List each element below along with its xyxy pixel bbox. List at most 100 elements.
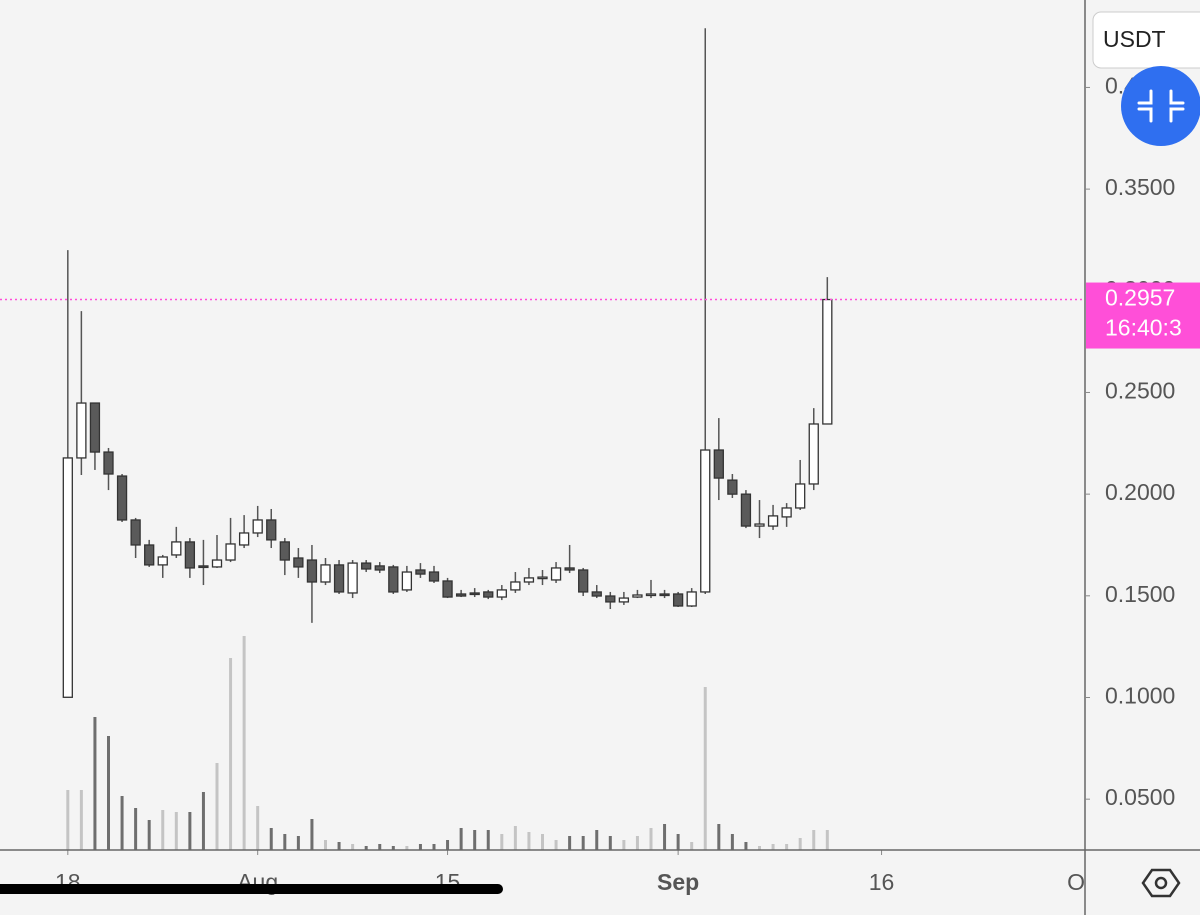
volume-bar — [242, 636, 246, 850]
volume-bar — [174, 812, 178, 850]
volume-bar — [744, 842, 748, 850]
candle-body — [740, 493, 752, 527]
volume-bar — [66, 790, 70, 850]
candle-body — [578, 569, 589, 593]
volume-bar — [432, 844, 436, 850]
volume-bar — [486, 830, 490, 850]
candle-body — [591, 591, 602, 597]
candle-body — [293, 557, 304, 568]
volume-bar — [473, 830, 477, 850]
panel-background — [1086, 0, 1200, 915]
volume-bar — [568, 836, 572, 850]
candle-body — [320, 564, 331, 583]
candle-body — [347, 562, 358, 594]
volume-bar — [717, 824, 721, 850]
currency-label[interactable]: USDT — [1103, 26, 1166, 52]
volume-bar — [283, 834, 287, 850]
volume-bar — [663, 824, 667, 850]
collapse-icon — [1137, 89, 1185, 123]
plot-area: 18Aug15Sep16Oct — [0, 28, 1103, 895]
volume-bar — [758, 846, 761, 850]
candle-body — [116, 475, 128, 521]
last-price-box — [1086, 282, 1200, 349]
candle-body — [659, 593, 670, 597]
candle-body — [211, 559, 223, 568]
volume-bar — [378, 844, 382, 850]
x-tick-label: 16 — [869, 869, 895, 895]
volume-bar — [622, 840, 626, 850]
volume-bar — [296, 836, 300, 850]
candle-body — [442, 580, 453, 598]
volume-bar — [500, 834, 504, 850]
volume-bar — [310, 819, 314, 850]
candle-body — [727, 479, 738, 495]
candle-body — [401, 571, 413, 591]
volume-bar — [595, 830, 599, 850]
y-tick-label: 0.2500 — [1105, 378, 1175, 404]
volume-bar — [134, 808, 138, 850]
volume-bar — [269, 828, 273, 850]
candle-body — [415, 569, 426, 575]
candle-body — [157, 556, 168, 566]
x-tick-label: Sep — [657, 869, 699, 895]
volume-bar — [527, 832, 531, 850]
candle-body — [822, 298, 833, 425]
volume-bar — [93, 717, 97, 850]
volume-bar — [541, 834, 544, 850]
candle-body — [618, 597, 630, 603]
collapse-button[interactable] — [1121, 66, 1200, 146]
volume-bar — [676, 834, 680, 850]
candle-body — [266, 519, 277, 541]
candle-body — [225, 543, 236, 561]
volume-bar — [364, 846, 368, 850]
volume-bar — [79, 790, 83, 850]
candle-body — [510, 581, 521, 591]
y-tick-label: 0.1500 — [1105, 581, 1175, 607]
y-tick-label: 0.2000 — [1105, 479, 1175, 505]
candle-body — [388, 566, 399, 593]
candle-body — [361, 562, 372, 570]
candle-body — [455, 593, 467, 597]
candle-body — [76, 402, 87, 459]
candle-body — [144, 544, 155, 566]
volume-bar — [825, 830, 829, 850]
volume-bar — [405, 846, 409, 850]
candle-body — [469, 592, 480, 596]
volume-bar — [690, 842, 694, 850]
last-price-label: 0.2957 — [1105, 285, 1175, 311]
candle-body — [184, 541, 196, 569]
candle-body — [130, 519, 141, 546]
candle-body — [62, 457, 73, 698]
candle-body — [252, 519, 263, 534]
candle-body — [700, 449, 711, 593]
volume-bar — [635, 836, 639, 850]
candle-body — [564, 567, 575, 571]
volume-bar — [256, 806, 260, 850]
candle-body — [428, 571, 440, 582]
volume-bar — [513, 826, 517, 850]
settings-icon[interactable] — [1141, 868, 1181, 898]
candle-body — [279, 541, 290, 561]
volume-bar — [107, 736, 110, 850]
candle-body — [238, 532, 250, 546]
candle-body — [808, 423, 819, 485]
volume-bar — [798, 838, 802, 850]
candle-body — [483, 591, 494, 598]
volume-bar — [188, 812, 192, 850]
candle-body — [754, 523, 765, 527]
volume-bar — [581, 836, 585, 850]
volume-bar — [201, 792, 205, 850]
volume-bar — [459, 828, 463, 850]
candle-body — [781, 507, 792, 518]
candle-body — [795, 483, 806, 509]
candle-body — [672, 593, 684, 607]
volume-bar — [161, 810, 165, 850]
volume-bar — [785, 844, 789, 850]
candle-body — [645, 593, 657, 597]
candle-body — [333, 564, 345, 593]
volume-bar — [391, 846, 395, 850]
volume-bar — [324, 840, 327, 850]
